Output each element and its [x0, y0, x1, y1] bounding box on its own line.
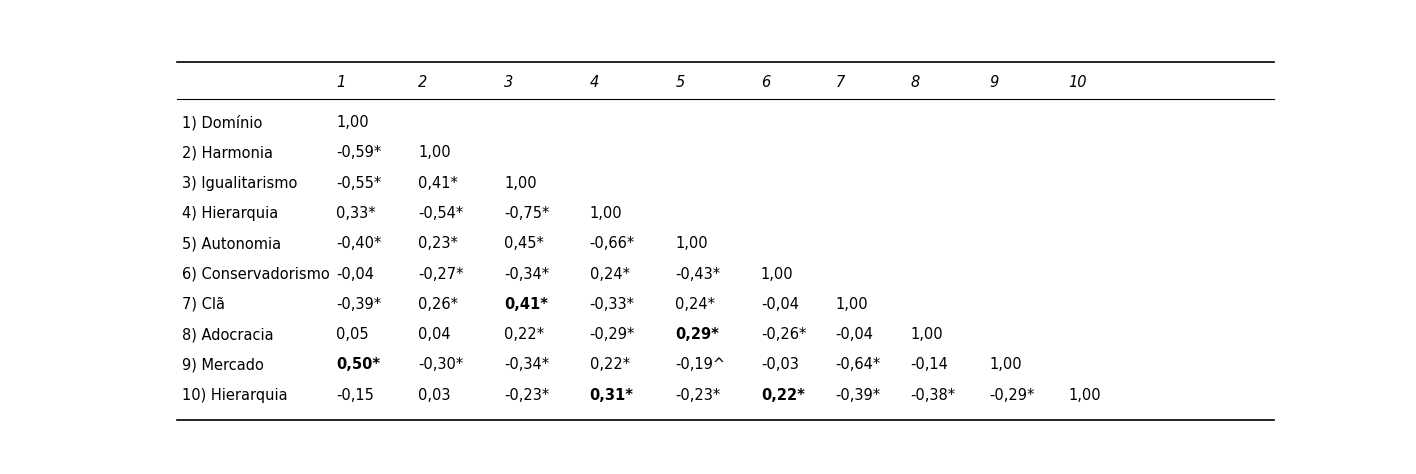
Text: 5: 5 — [675, 75, 684, 90]
Text: -0,39*: -0,39* — [336, 297, 381, 312]
Text: 0,24*: 0,24* — [675, 297, 715, 312]
Text: 0,04: 0,04 — [419, 327, 452, 342]
Text: -0,40*: -0,40* — [336, 236, 381, 251]
Text: 1,00: 1,00 — [336, 115, 368, 130]
Text: 3) Igualitarismo: 3) Igualitarismo — [183, 176, 297, 191]
Text: 1,00: 1,00 — [589, 206, 622, 221]
Text: -0,19^: -0,19^ — [675, 357, 725, 373]
Text: 3: 3 — [504, 75, 513, 90]
Text: 7) Clã: 7) Clã — [183, 297, 225, 312]
Text: 0,29*: 0,29* — [675, 327, 719, 342]
Text: 8) Adocracia: 8) Adocracia — [183, 327, 275, 342]
Text: 1,00: 1,00 — [675, 236, 708, 251]
Text: -0,29*: -0,29* — [589, 327, 634, 342]
Text: 0,05: 0,05 — [336, 327, 368, 342]
Text: -0,55*: -0,55* — [336, 176, 381, 191]
Text: -0,30*: -0,30* — [419, 357, 463, 373]
Text: -0,23*: -0,23* — [675, 388, 721, 403]
Text: 6) Conservadorismo: 6) Conservadorismo — [183, 266, 330, 282]
Text: 1,00: 1,00 — [419, 146, 452, 160]
Text: -0,04: -0,04 — [336, 266, 374, 282]
Text: 2: 2 — [419, 75, 428, 90]
Text: 1,00: 1,00 — [1068, 388, 1100, 403]
Text: 0,22*: 0,22* — [760, 388, 804, 403]
Text: 4: 4 — [589, 75, 599, 90]
Text: 0,26*: 0,26* — [419, 297, 459, 312]
Text: -0,59*: -0,59* — [336, 146, 381, 160]
Text: 0,50*: 0,50* — [336, 357, 381, 373]
Text: 1) Domínio: 1) Domínio — [183, 115, 263, 130]
Text: -0,66*: -0,66* — [589, 236, 634, 251]
Text: -0,14: -0,14 — [910, 357, 947, 373]
Text: 2) Harmonia: 2) Harmonia — [183, 146, 273, 160]
Text: -0,03: -0,03 — [760, 357, 799, 373]
Text: 0,41*: 0,41* — [419, 176, 459, 191]
Text: 0,03: 0,03 — [419, 388, 450, 403]
Text: 5) Autonomia: 5) Autonomia — [183, 236, 282, 251]
Text: 9: 9 — [988, 75, 998, 90]
Text: 1,00: 1,00 — [910, 327, 943, 342]
Text: 0,22*: 0,22* — [589, 357, 630, 373]
Text: -0,33*: -0,33* — [589, 297, 634, 312]
Text: -0,54*: -0,54* — [419, 206, 463, 221]
Text: -0,34*: -0,34* — [504, 357, 549, 373]
Text: -0,29*: -0,29* — [988, 388, 1035, 403]
Text: -0,34*: -0,34* — [504, 266, 549, 282]
Text: 1,00: 1,00 — [504, 176, 537, 191]
Text: 0,31*: 0,31* — [589, 388, 633, 403]
Text: 10: 10 — [1068, 75, 1086, 90]
Text: -0,23*: -0,23* — [504, 388, 549, 403]
Text: -0,15: -0,15 — [336, 388, 374, 403]
Text: 1,00: 1,00 — [988, 357, 1022, 373]
Text: 0,41*: 0,41* — [504, 297, 548, 312]
Text: 9) Mercado: 9) Mercado — [183, 357, 265, 373]
Text: 1: 1 — [336, 75, 346, 90]
Text: 7: 7 — [835, 75, 845, 90]
Text: -0,04: -0,04 — [760, 297, 799, 312]
Text: 0,22*: 0,22* — [504, 327, 544, 342]
Text: 0,23*: 0,23* — [419, 236, 459, 251]
Text: 0,24*: 0,24* — [589, 266, 630, 282]
Text: -0,04: -0,04 — [835, 327, 874, 342]
Text: -0,64*: -0,64* — [835, 357, 881, 373]
Text: 4) Hierarquia: 4) Hierarquia — [183, 206, 279, 221]
Text: -0,43*: -0,43* — [675, 266, 721, 282]
Text: 6: 6 — [760, 75, 770, 90]
Text: -0,27*: -0,27* — [419, 266, 464, 282]
Text: 0,45*: 0,45* — [504, 236, 544, 251]
Text: -0,26*: -0,26* — [760, 327, 806, 342]
Text: 8: 8 — [910, 75, 919, 90]
Text: 1,00: 1,00 — [835, 297, 868, 312]
Text: 0,33*: 0,33* — [336, 206, 375, 221]
Text: 10) Hierarquia: 10) Hierarquia — [183, 388, 287, 403]
Text: 1,00: 1,00 — [760, 266, 793, 282]
Text: -0,75*: -0,75* — [504, 206, 549, 221]
Text: -0,39*: -0,39* — [835, 388, 881, 403]
Text: -0,38*: -0,38* — [910, 388, 956, 403]
